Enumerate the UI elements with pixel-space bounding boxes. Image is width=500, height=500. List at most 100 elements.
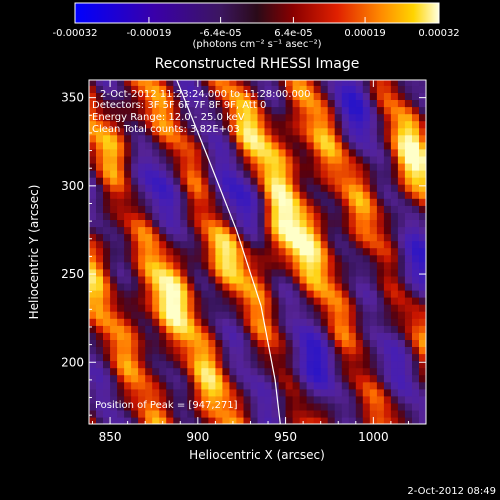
heatmap-cell (299, 226, 308, 235)
heatmap-cell (250, 106, 259, 115)
heatmap-cell (152, 162, 160, 171)
heatmap-cell (250, 346, 259, 355)
heatmap-cell (208, 80, 216, 86)
heatmap-cell (194, 198, 202, 206)
heatmap-cell (355, 219, 364, 228)
heatmap-cell (138, 205, 146, 213)
heatmap-cell (215, 233, 223, 242)
heatmap-cell (222, 148, 230, 157)
heatmap-cell (348, 205, 357, 213)
heatmap-cell (362, 416, 371, 424)
heatmap-cell (173, 339, 181, 347)
heatmap-cell (208, 360, 216, 369)
heatmap-cell (320, 318, 329, 326)
heatmap-cell (257, 282, 266, 291)
heatmap-cell (376, 416, 385, 424)
heatmap-cell (229, 205, 237, 213)
heatmap-cell (222, 240, 230, 249)
heatmap-cell (124, 113, 132, 122)
heatmap-cell (173, 297, 181, 305)
heatmap-cell (369, 113, 378, 122)
solar-limb-curve (176, 80, 281, 424)
heatmap-cell (320, 381, 329, 390)
heatmap-cell (145, 289, 153, 298)
heatmap-cell (215, 268, 223, 277)
heatmap-cell (145, 205, 153, 213)
heatmap-cell (313, 113, 322, 122)
heatmap-cell (243, 318, 252, 326)
heatmap-cell (369, 325, 378, 333)
heatmap-cell (313, 318, 322, 326)
heatmap-cell (313, 297, 322, 305)
heatmap-cell (145, 346, 153, 355)
heatmap-cell (145, 353, 153, 362)
heatmap-cell (404, 198, 413, 206)
heatmap-cell (320, 275, 329, 284)
heatmap-cell (257, 198, 266, 206)
heatmap-cell (327, 240, 336, 249)
heatmap-cell (404, 113, 413, 122)
heatmap-cell (243, 360, 252, 369)
heatmap-cell (299, 106, 308, 115)
heatmap-cell (166, 332, 174, 340)
heatmap-cell (376, 191, 385, 199)
heatmap-cell (110, 92, 118, 100)
heatmap-cell (362, 332, 371, 340)
heatmap-cell (215, 332, 223, 340)
heatmap-cell (383, 254, 392, 263)
heatmap-cell (369, 170, 378, 178)
heatmap-cell (390, 120, 399, 129)
heatmap-cell (124, 247, 132, 256)
heatmap-cell (103, 184, 111, 192)
heatmap-cell (412, 339, 420, 347)
heatmap-cell (152, 339, 160, 347)
heatmap-cell (194, 219, 202, 228)
heatmap-cell (306, 205, 315, 213)
heatmap-cell (320, 134, 329, 143)
heatmap-cell (229, 318, 237, 326)
heatmap-cell (320, 268, 329, 277)
heatmap-cell (355, 388, 364, 397)
heatmap-cell (208, 170, 216, 178)
x-axis-label: Heliocentric X (arcsec) (189, 448, 325, 462)
heatmap-cell (313, 212, 322, 220)
heatmap-cell (117, 141, 125, 150)
heatmap-cell (299, 409, 308, 418)
heatmap-cell (110, 311, 118, 319)
y-tick-label: 250 (61, 267, 84, 281)
heatmap-cell (278, 233, 287, 242)
heatmap-cell (236, 80, 244, 86)
heatmap-cell (313, 381, 322, 390)
heatmap-cell (383, 184, 392, 192)
heatmap-cell (264, 205, 273, 213)
heatmap-cell (180, 395, 188, 404)
heatmap-cell (131, 85, 139, 93)
heatmap-cell (383, 282, 392, 291)
heatmap-cell (271, 191, 280, 199)
heatmap-cell (285, 339, 294, 347)
heatmap-cell (180, 381, 188, 390)
heatmap-cell (397, 106, 406, 115)
heatmap-cell (327, 339, 336, 347)
heatmap-cell (138, 374, 146, 383)
heatmap-cell (173, 155, 181, 164)
heatmap-cell (348, 120, 357, 129)
heatmap-cell (376, 155, 385, 164)
heatmap-cell (376, 127, 385, 136)
colorbar-tick-label: -0.00032 (53, 28, 98, 39)
heatmap-cell (236, 184, 244, 192)
heatmap-cell (306, 226, 315, 235)
heatmap-cell (110, 402, 118, 411)
heatmap-cell (138, 99, 146, 108)
heatmap-cell (145, 416, 153, 424)
heatmap-cell (194, 360, 202, 369)
heatmap-cell (376, 402, 385, 411)
heatmap-cell (369, 254, 378, 263)
heatmap-cell (215, 141, 223, 150)
heatmap-cell (320, 402, 329, 411)
heatmap-cell (257, 254, 266, 263)
heatmap-cell (222, 80, 230, 86)
heatmap-cell (292, 353, 301, 362)
heatmap-cell (208, 233, 216, 242)
heatmap-cell (131, 184, 139, 192)
